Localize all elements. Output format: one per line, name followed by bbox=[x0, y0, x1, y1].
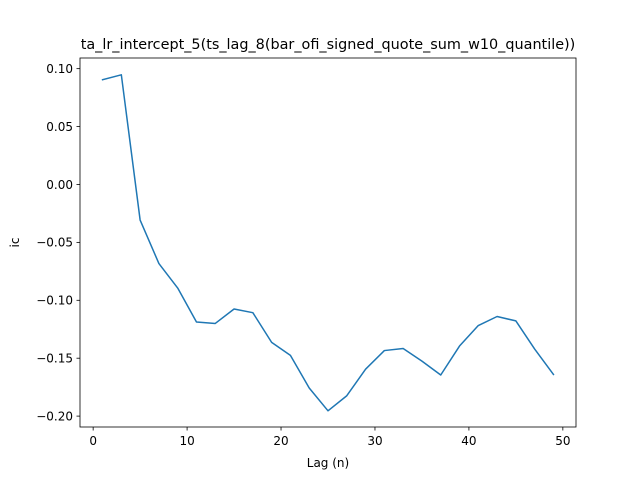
y-tick-label: 0.00 bbox=[46, 178, 73, 192]
y-tick-label: −0.10 bbox=[36, 294, 73, 308]
x-tick-label: 10 bbox=[179, 434, 194, 448]
y-tick-label: 0.10 bbox=[46, 62, 73, 76]
x-tick-label: 40 bbox=[461, 434, 476, 448]
series-line-0 bbox=[101, 74, 555, 412]
y-tick-label: 0.05 bbox=[46, 120, 73, 134]
x-tick-label: 0 bbox=[89, 434, 97, 448]
x-axis-label: Lag (n) bbox=[307, 456, 349, 470]
y-tick-label: −0.05 bbox=[36, 236, 73, 250]
plot-frame bbox=[79, 57, 577, 428]
x-tick-label: 50 bbox=[555, 434, 570, 448]
x-tick-label: 30 bbox=[367, 434, 382, 448]
x-axis: 0 10 20 30 40 50 bbox=[89, 427, 570, 448]
chart-title: ta_lr_intercept_5(ts_lag_8(bar_ofi_signe… bbox=[81, 37, 576, 53]
y-axis: 0.10 0.05 0.00 −0.05 −0.10 −0.15 −0.20 bbox=[36, 62, 80, 423]
y-tick-label: −0.20 bbox=[36, 409, 73, 423]
y-axis-label: ic bbox=[8, 238, 22, 248]
x-tick-label: 20 bbox=[273, 434, 288, 448]
y-tick-label: −0.15 bbox=[36, 352, 73, 366]
plot-area bbox=[101, 74, 555, 412]
